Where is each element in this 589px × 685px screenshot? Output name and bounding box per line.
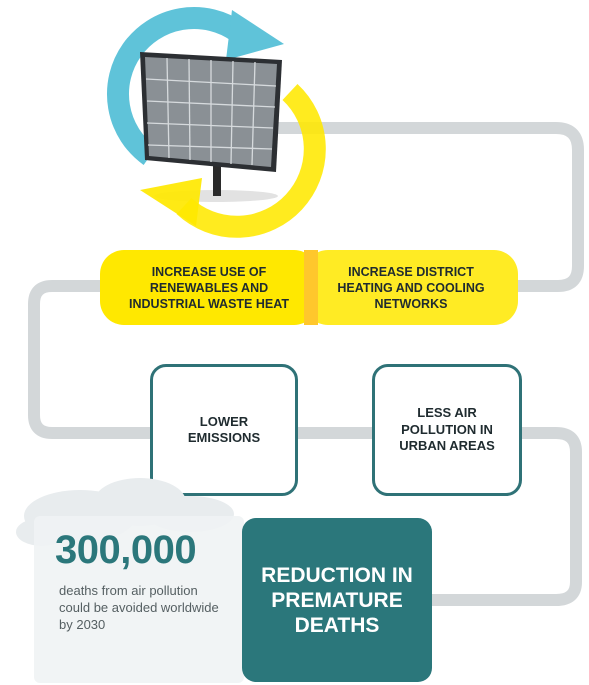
cycle-arrow-yellow — [176, 83, 326, 238]
increase-renewables-label: INCREASE USE OF RENEWABLES AND INDUSTRIA… — [129, 264, 289, 311]
stat-description: deaths from air pollution could be avoid… — [59, 583, 219, 632]
cycle-arrow-blue-head — [226, 10, 284, 60]
cycle-arrow-blue — [106, 7, 245, 165]
less-air-pollution-label: LESS AIR POLLUTION IN URBAN AREAS — [399, 405, 495, 454]
reduction-premature-deaths-label: REDUCTION IN PREMATURE DEATHS — [261, 563, 413, 637]
stat-panel — [34, 516, 244, 683]
solar-panel-icon — [140, 52, 282, 172]
lower-emissions-box: LOWER EMISSIONS — [150, 364, 298, 496]
lower-emissions-label: LOWER EMISSIONS — [187, 413, 261, 446]
increase-renewables-box: INCREASE USE OF RENEWABLES AND INDUSTRIA… — [100, 250, 318, 325]
increase-district-heating-box: INCREASE DISTRICT HEATING AND COOLING NE… — [304, 250, 518, 325]
reduction-premature-deaths-box: REDUCTION IN PREMATURE DEATHS — [242, 518, 432, 682]
yellow-box-overlap — [304, 250, 318, 325]
stat-value: 300,000 — [55, 528, 197, 572]
increase-district-heating-label: INCREASE DISTRICT HEATING AND COOLING NE… — [337, 264, 485, 311]
cycle-arrow-yellow-head — [140, 178, 202, 226]
less-air-pollution-box: LESS AIR POLLUTION IN URBAN AREAS — [372, 364, 522, 496]
